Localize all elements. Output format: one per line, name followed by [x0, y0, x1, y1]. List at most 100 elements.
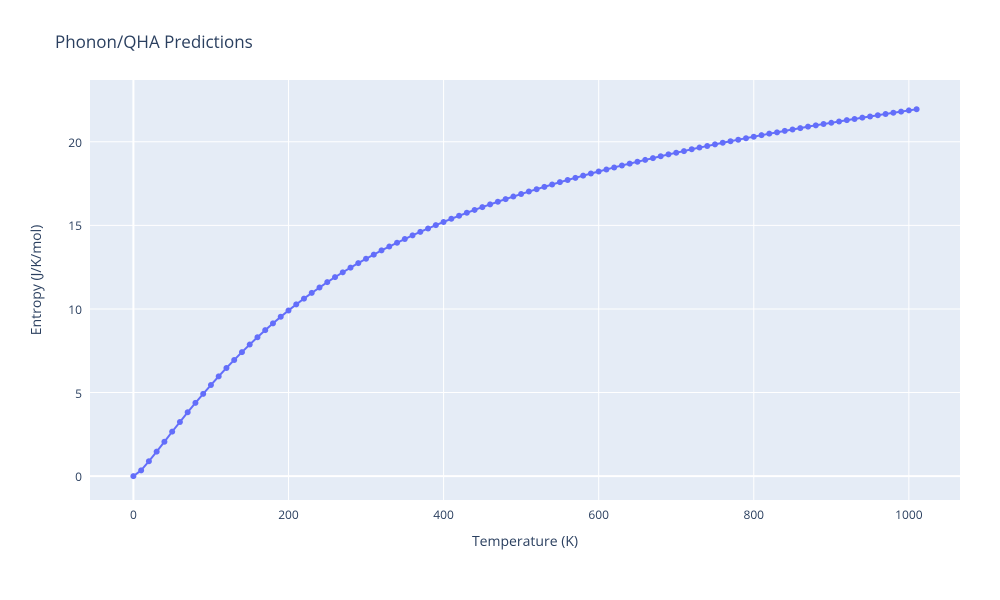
series-marker[interactable]: [852, 116, 858, 122]
series-marker[interactable]: [751, 134, 757, 140]
series-marker[interactable]: [712, 141, 718, 147]
series-marker[interactable]: [867, 113, 873, 119]
series-marker[interactable]: [650, 155, 656, 161]
series-marker[interactable]: [534, 186, 540, 192]
series-marker[interactable]: [192, 400, 198, 406]
series-marker[interactable]: [828, 120, 834, 126]
series-marker[interactable]: [394, 240, 400, 246]
series-marker[interactable]: [906, 107, 912, 113]
series-marker[interactable]: [169, 429, 175, 435]
series-marker[interactable]: [797, 125, 803, 131]
series-marker[interactable]: [138, 467, 144, 473]
series-marker[interactable]: [875, 112, 881, 118]
series-marker[interactable]: [526, 189, 532, 195]
series-marker[interactable]: [146, 458, 152, 464]
series-marker[interactable]: [309, 290, 315, 296]
series-marker[interactable]: [363, 256, 369, 262]
series-marker[interactable]: [743, 135, 749, 141]
series-marker[interactable]: [580, 173, 586, 179]
series-marker[interactable]: [185, 409, 191, 415]
series-marker[interactable]: [324, 279, 330, 285]
series-marker[interactable]: [696, 145, 702, 151]
series-marker[interactable]: [836, 118, 842, 124]
series-marker[interactable]: [572, 175, 578, 181]
series-marker[interactable]: [231, 357, 237, 363]
series-marker[interactable]: [565, 177, 571, 183]
series-marker[interactable]: [813, 122, 819, 128]
series-marker[interactable]: [472, 207, 478, 213]
series-marker[interactable]: [720, 140, 726, 146]
series-marker[interactable]: [774, 129, 780, 135]
series-marker[interactable]: [270, 320, 276, 326]
series-marker[interactable]: [673, 150, 679, 156]
series-marker[interactable]: [417, 229, 423, 235]
series-marker[interactable]: [914, 106, 920, 112]
series-marker[interactable]: [293, 301, 299, 307]
series-marker[interactable]: [603, 166, 609, 172]
series-marker[interactable]: [890, 110, 896, 116]
series-marker[interactable]: [247, 342, 253, 348]
plot-svg[interactable]: [0, 0, 1000, 600]
series-marker[interactable]: [821, 121, 827, 127]
series-marker[interactable]: [456, 213, 462, 219]
series-marker[interactable]: [883, 111, 889, 117]
series-marker[interactable]: [161, 439, 167, 445]
series-marker[interactable]: [658, 153, 664, 159]
series-marker[interactable]: [371, 252, 377, 258]
series-marker[interactable]: [479, 204, 485, 210]
series-marker[interactable]: [759, 132, 765, 138]
series-marker[interactable]: [735, 137, 741, 143]
series-marker[interactable]: [355, 260, 361, 266]
series-marker[interactable]: [681, 148, 687, 154]
series-marker[interactable]: [619, 162, 625, 168]
series-marker[interactable]: [782, 128, 788, 134]
series-marker[interactable]: [278, 314, 284, 320]
series-marker[interactable]: [665, 151, 671, 157]
series-marker[interactable]: [859, 115, 865, 121]
series-marker[interactable]: [549, 182, 555, 188]
series-marker[interactable]: [433, 222, 439, 228]
series-marker[interactable]: [332, 274, 338, 280]
series-marker[interactable]: [727, 138, 733, 144]
series-marker[interactable]: [689, 146, 695, 152]
series-marker[interactable]: [518, 191, 524, 197]
series-marker[interactable]: [223, 365, 229, 371]
series-marker[interactable]: [596, 168, 602, 174]
series-marker[interactable]: [510, 194, 516, 200]
series-marker[interactable]: [285, 307, 291, 313]
series-marker[interactable]: [634, 159, 640, 165]
series-marker[interactable]: [448, 216, 454, 222]
series-marker[interactable]: [154, 449, 160, 455]
series-marker[interactable]: [340, 269, 346, 275]
series-marker[interactable]: [766, 131, 772, 137]
series-marker[interactable]: [262, 327, 268, 333]
series-marker[interactable]: [790, 127, 796, 133]
series-marker[interactable]: [254, 334, 260, 340]
series-marker[interactable]: [805, 124, 811, 130]
series-marker[interactable]: [557, 179, 563, 185]
series-marker[interactable]: [317, 285, 323, 291]
series-marker[interactable]: [239, 349, 245, 355]
series-marker[interactable]: [844, 117, 850, 123]
series-marker[interactable]: [130, 473, 136, 479]
series-marker[interactable]: [301, 296, 307, 302]
series-marker[interactable]: [704, 143, 710, 149]
series-marker[interactable]: [410, 232, 416, 238]
series-marker[interactable]: [348, 265, 354, 271]
series-marker[interactable]: [216, 373, 222, 379]
series-marker[interactable]: [386, 244, 392, 250]
series-marker[interactable]: [642, 157, 648, 163]
series-marker[interactable]: [611, 164, 617, 170]
series-marker[interactable]: [541, 184, 547, 190]
series-marker[interactable]: [464, 210, 470, 216]
series-marker[interactable]: [208, 382, 214, 388]
series-marker[interactable]: [441, 219, 447, 225]
series-marker[interactable]: [588, 170, 594, 176]
series-marker[interactable]: [898, 109, 904, 115]
series-marker[interactable]: [425, 226, 431, 232]
series-marker[interactable]: [402, 236, 408, 242]
series-marker[interactable]: [200, 391, 206, 397]
series-marker[interactable]: [487, 201, 493, 207]
series-marker[interactable]: [177, 419, 183, 425]
series-marker[interactable]: [495, 199, 501, 205]
